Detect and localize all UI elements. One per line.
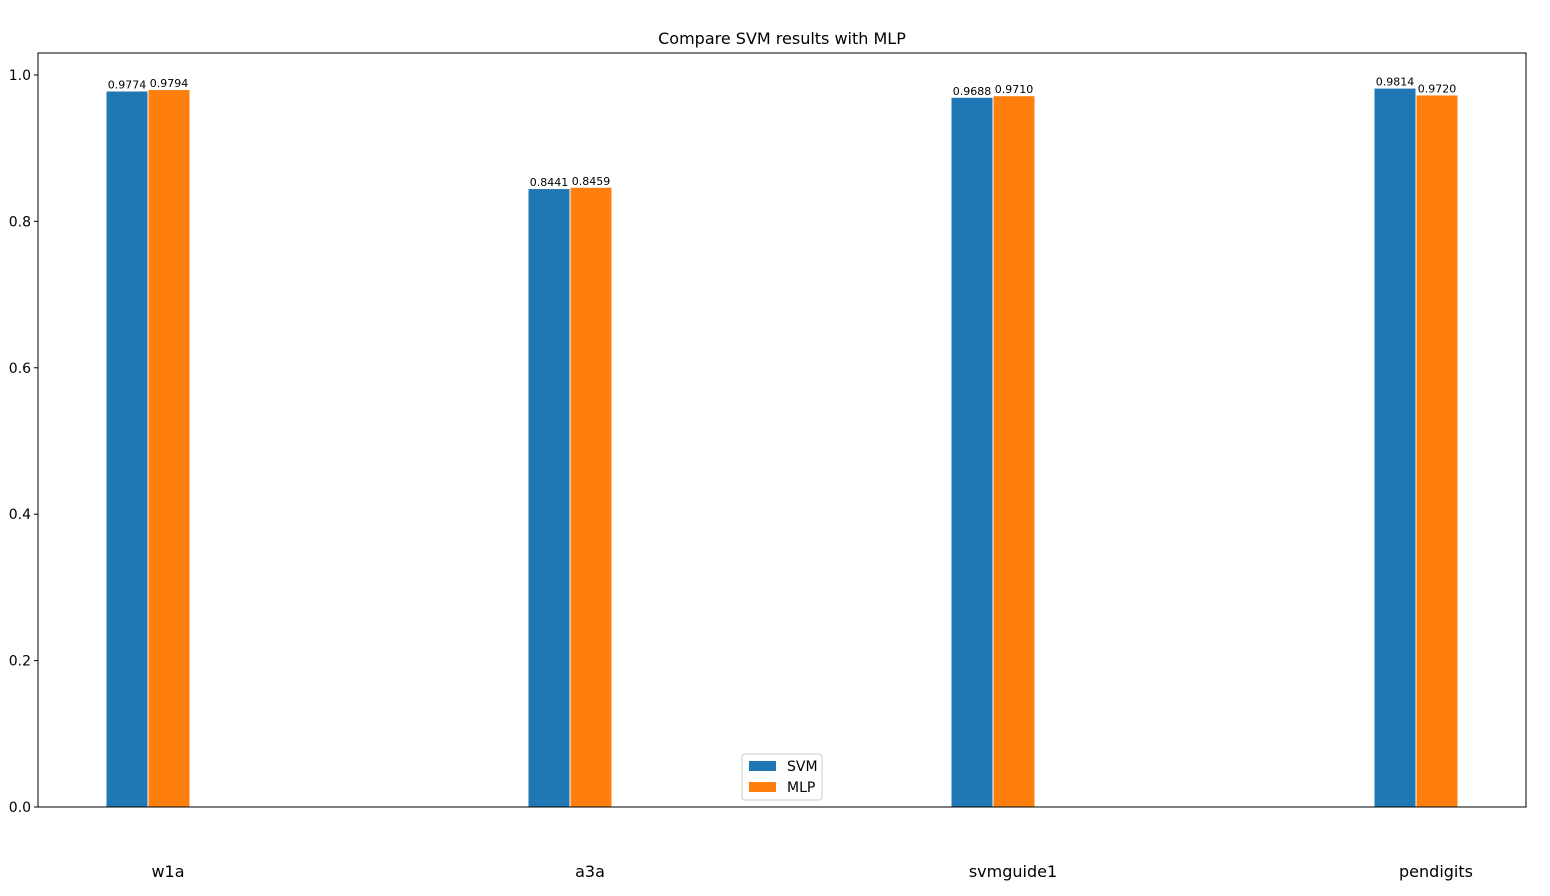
bar-mlp-pendigits bbox=[1416, 95, 1458, 807]
y-tick-label: 0.8 bbox=[9, 214, 31, 230]
bar-mlp-w1a bbox=[148, 90, 190, 808]
y-tick-label: 0.4 bbox=[9, 507, 31, 523]
bars-layer bbox=[106, 88, 1458, 808]
bar-svm-w1a bbox=[106, 91, 148, 807]
x-category-label: w1a bbox=[151, 862, 184, 881]
value-label-svm-svmguide1: 0.9688 bbox=[953, 85, 992, 98]
value-label-svm-pendigits: 0.9814 bbox=[1376, 76, 1415, 89]
bar-mlp-a3a bbox=[570, 187, 612, 807]
bar-svm-svmguide1 bbox=[951, 97, 993, 807]
value-label-mlp-pendigits: 0.9720 bbox=[1418, 82, 1457, 95]
legend-label-svm: SVM bbox=[787, 759, 818, 775]
legend-swatch-mlp bbox=[749, 782, 776, 792]
value-label-mlp-svmguide1: 0.9710 bbox=[995, 83, 1034, 96]
plot-frame bbox=[37, 52, 1527, 808]
value-label-mlp-a3a: 0.8459 bbox=[572, 175, 611, 188]
y-tick-label: 0.6 bbox=[9, 361, 31, 377]
legend-label-mlp: MLP bbox=[787, 780, 815, 796]
x-axis: w1a a3a svmguide1 pendigits bbox=[151, 862, 1473, 881]
value-label-mlp-w1a: 0.9794 bbox=[150, 77, 189, 90]
y-tick-label: 0.0 bbox=[9, 800, 31, 816]
x-category-label: svmguide1 bbox=[969, 862, 1057, 881]
chart-title: Compare SVM results with MLP bbox=[658, 29, 906, 48]
x-category-label: a3a bbox=[575, 862, 605, 881]
value-label-svm-a3a: 0.8441 bbox=[530, 176, 569, 189]
value-labels-layer: 0.9774 0.9794 0.8441 0.8459 0.9688 0.9710 0.98… bbox=[108, 76, 1457, 190]
x-category-label: pendigits bbox=[1399, 862, 1473, 881]
bar-svm-a3a bbox=[528, 189, 570, 808]
legend: SVM MLP bbox=[741, 753, 823, 801]
bar-svm-pendigits bbox=[1374, 88, 1416, 807]
value-label-svm-w1a: 0.9774 bbox=[108, 79, 147, 92]
y-tick-label: 1.0 bbox=[9, 68, 31, 84]
y-axis: 0.0 0.2 0.4 0.6 0.8 1.0 bbox=[9, 68, 38, 816]
bar-mlp-svmguide1 bbox=[993, 96, 1035, 807]
y-tick-label: 0.2 bbox=[9, 654, 31, 670]
legend-swatch-svm bbox=[749, 761, 776, 771]
